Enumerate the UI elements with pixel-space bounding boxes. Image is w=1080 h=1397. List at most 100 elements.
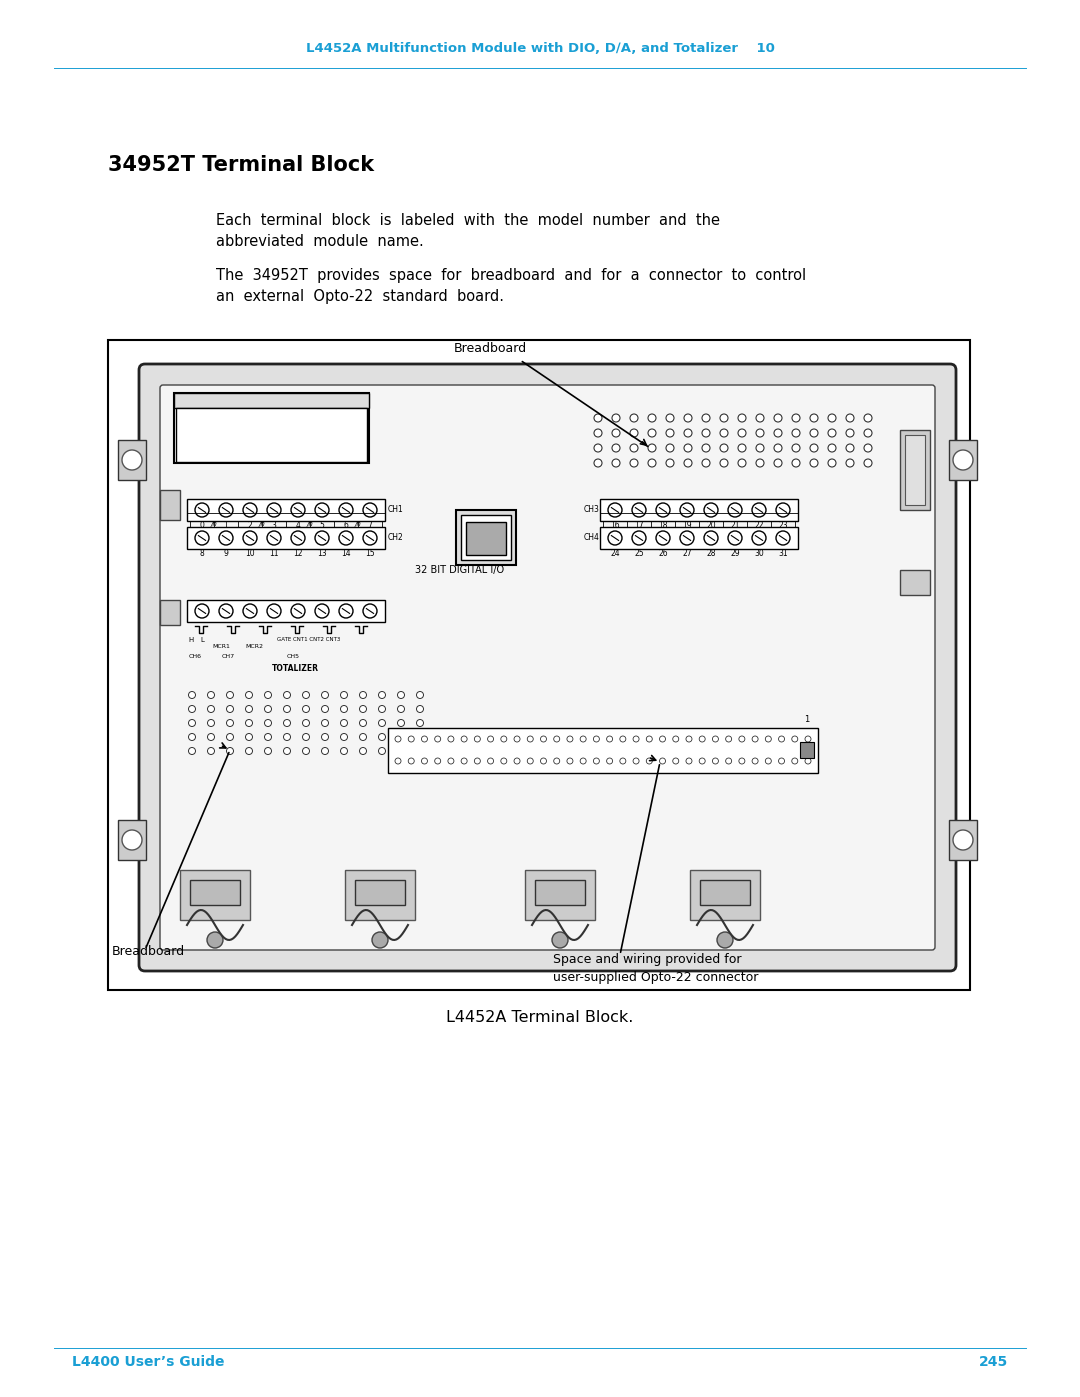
- Circle shape: [417, 692, 423, 698]
- Text: 28: 28: [706, 549, 716, 557]
- Circle shape: [245, 733, 253, 740]
- Circle shape: [777, 531, 789, 545]
- Circle shape: [792, 736, 798, 742]
- Circle shape: [713, 736, 718, 742]
- Circle shape: [315, 503, 329, 517]
- Circle shape: [395, 759, 401, 764]
- Circle shape: [810, 444, 818, 453]
- Circle shape: [461, 759, 468, 764]
- Circle shape: [684, 444, 692, 453]
- Text: 31: 31: [779, 549, 787, 557]
- Text: TOTALIZER: TOTALIZER: [272, 664, 319, 673]
- Circle shape: [633, 736, 639, 742]
- Bar: [355, 880, 405, 905]
- Circle shape: [245, 705, 253, 712]
- Circle shape: [474, 759, 481, 764]
- Circle shape: [593, 736, 599, 742]
- FancyBboxPatch shape: [160, 386, 935, 950]
- Circle shape: [219, 503, 233, 517]
- Bar: [600, 527, 798, 549]
- Text: abbreviated  module  name.: abbreviated module name.: [216, 235, 423, 249]
- Circle shape: [630, 414, 638, 422]
- Circle shape: [434, 736, 441, 742]
- Circle shape: [726, 759, 731, 764]
- Circle shape: [219, 531, 233, 545]
- Circle shape: [302, 705, 310, 712]
- Circle shape: [554, 759, 559, 764]
- Circle shape: [339, 531, 353, 545]
- Text: 15: 15: [365, 549, 375, 557]
- Circle shape: [828, 444, 836, 453]
- Bar: [456, 510, 516, 564]
- Circle shape: [408, 736, 415, 742]
- Circle shape: [267, 604, 281, 617]
- Circle shape: [195, 503, 210, 517]
- Circle shape: [448, 736, 454, 742]
- Circle shape: [540, 736, 546, 742]
- Circle shape: [552, 932, 568, 949]
- Circle shape: [322, 747, 328, 754]
- Circle shape: [717, 932, 733, 949]
- Circle shape: [738, 429, 746, 437]
- Circle shape: [766, 736, 771, 742]
- Text: 22: 22: [754, 521, 764, 529]
- Circle shape: [656, 531, 670, 545]
- Circle shape: [122, 830, 141, 849]
- Circle shape: [378, 733, 386, 740]
- Circle shape: [322, 705, 328, 712]
- Circle shape: [666, 444, 674, 453]
- Circle shape: [265, 747, 271, 754]
- Text: Breadboard: Breadboard: [454, 342, 527, 355]
- Circle shape: [245, 692, 253, 698]
- Text: 13: 13: [318, 549, 327, 557]
- Circle shape: [554, 736, 559, 742]
- Circle shape: [684, 460, 692, 467]
- Circle shape: [567, 759, 572, 764]
- Circle shape: [189, 719, 195, 726]
- Circle shape: [189, 733, 195, 740]
- Circle shape: [620, 759, 625, 764]
- Circle shape: [766, 759, 771, 764]
- Circle shape: [243, 531, 257, 545]
- Circle shape: [738, 414, 746, 422]
- Circle shape: [632, 503, 646, 517]
- Circle shape: [680, 531, 694, 545]
- FancyBboxPatch shape: [139, 365, 956, 971]
- Text: /h: /h: [258, 521, 266, 527]
- Circle shape: [265, 705, 271, 712]
- Circle shape: [648, 444, 656, 453]
- Circle shape: [219, 604, 233, 617]
- Circle shape: [189, 705, 195, 712]
- Bar: [905, 434, 924, 504]
- Circle shape: [302, 733, 310, 740]
- Circle shape: [322, 692, 328, 698]
- Circle shape: [378, 747, 386, 754]
- Circle shape: [302, 747, 310, 754]
- Text: 26: 26: [658, 549, 667, 557]
- Circle shape: [608, 531, 622, 545]
- Circle shape: [632, 531, 646, 545]
- Text: CH2: CH2: [388, 532, 404, 542]
- Circle shape: [487, 736, 494, 742]
- Circle shape: [195, 531, 210, 545]
- Circle shape: [752, 503, 766, 517]
- Circle shape: [340, 692, 348, 698]
- Circle shape: [593, 759, 599, 764]
- Circle shape: [417, 733, 423, 740]
- Text: 14: 14: [341, 549, 351, 557]
- Text: L4400 User’s Guide: L4400 User’s Guide: [72, 1355, 225, 1369]
- Text: /h: /h: [307, 521, 313, 527]
- Circle shape: [527, 736, 534, 742]
- Circle shape: [195, 604, 210, 617]
- Circle shape: [501, 736, 507, 742]
- Bar: [187, 499, 384, 521]
- Circle shape: [207, 733, 215, 740]
- Circle shape: [846, 429, 854, 437]
- Circle shape: [580, 759, 586, 764]
- Circle shape: [728, 503, 742, 517]
- Circle shape: [704, 503, 718, 517]
- Text: L4452A Terminal Block.: L4452A Terminal Block.: [446, 1010, 634, 1025]
- Text: The  34952T  provides  space  for  breadboard  and  for  a  connector  to  contr: The 34952T provides space for breadboard…: [216, 268, 806, 284]
- Circle shape: [702, 414, 710, 422]
- Circle shape: [360, 692, 366, 698]
